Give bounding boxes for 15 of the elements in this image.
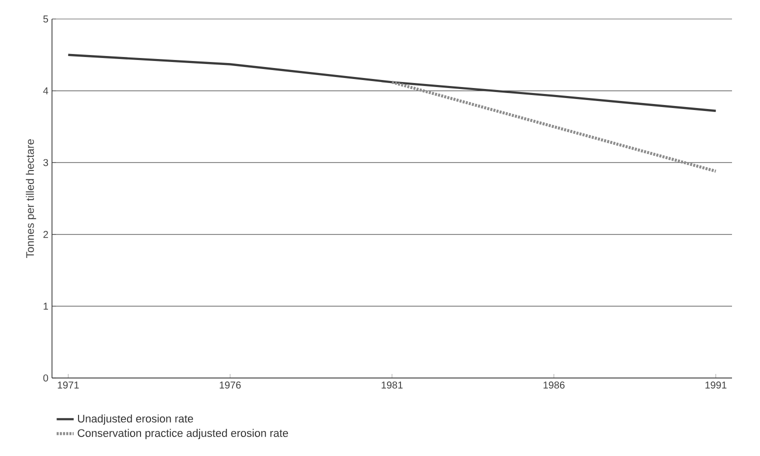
x-tick-label: 1991: [706, 382, 726, 389]
x-tick-label: 1976: [220, 382, 241, 389]
y-tick-label: 4: [43, 87, 48, 94]
y-axis-title: Tonnes per tilled hectare: [26, 139, 36, 258]
x-tick-label: 1971: [58, 382, 79, 389]
x-tick-label: 1986: [544, 382, 565, 389]
y-tick-label: 0: [43, 374, 48, 382]
legend-label: Unadjusted erosion rate: [78, 414, 194, 425]
x-tick-label: 1981: [382, 382, 403, 389]
y-tick-label: 2: [43, 230, 48, 238]
y-tick-label: 1: [44, 302, 48, 310]
y-tick-label: 3: [43, 159, 48, 166]
legend-label: Conservation practice adjusted erosion rate: [78, 428, 288, 440]
y-tick-label: 5: [43, 16, 48, 22]
line-series: [67, 54, 717, 112]
